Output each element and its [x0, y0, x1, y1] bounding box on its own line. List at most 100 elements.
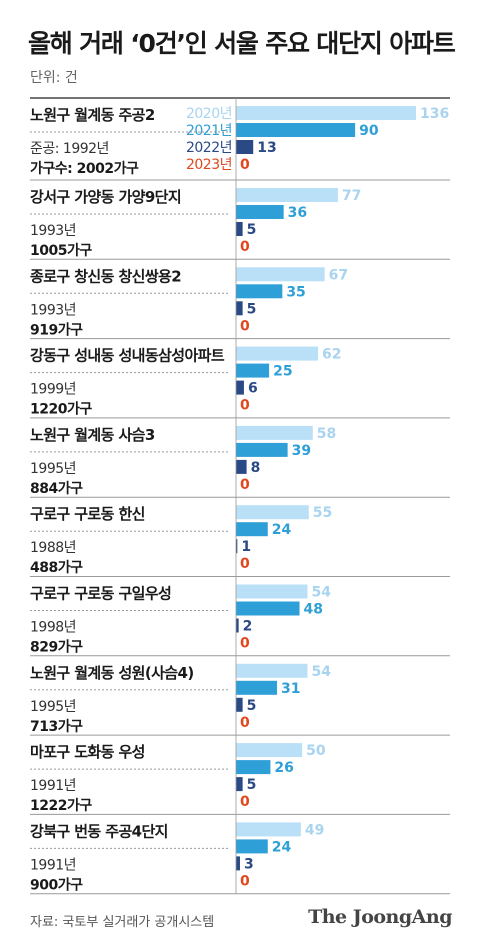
value-label-2022: 3 — [244, 856, 254, 872]
value-label-2021: 31 — [281, 681, 300, 697]
value-label-2023: 0 — [240, 794, 250, 810]
bar-2021 — [236, 123, 356, 137]
bar-2022 — [236, 222, 243, 236]
complex-name: 강북구 번동 주공4단지 — [30, 822, 168, 840]
value-label-2020: 58 — [317, 426, 336, 442]
bar-2022 — [236, 380, 244, 395]
built-year: 1993년 — [30, 302, 76, 318]
households: 1220가구 — [30, 402, 92, 418]
built-year: 1991년 — [30, 857, 76, 873]
unit-label: 단위: 건 — [30, 70, 78, 86]
complex-name: 구로구 구로동 한신 — [30, 505, 145, 523]
built-year: 1995년 — [30, 699, 76, 715]
value-label-2021: 24 — [272, 522, 292, 538]
legend-2023: 2023년 — [186, 157, 232, 173]
households: 884가구 — [30, 481, 83, 497]
households: 919가구 — [30, 322, 83, 338]
value-label-2022: 8 — [251, 460, 261, 476]
households: 1222가구 — [30, 798, 92, 814]
built-year: 1999년 — [30, 382, 76, 398]
value-label-2020: 136 — [420, 106, 449, 122]
source-note: 자료: 국토부 실거래가 공개시스템 — [30, 915, 215, 930]
bar-2021 — [236, 601, 300, 616]
complex-name: 강동구 성내동 성내동삼성아파트 — [30, 347, 225, 365]
value-label-2020: 67 — [329, 267, 348, 283]
bar-2020 — [236, 188, 338, 202]
bar-2020 — [236, 743, 303, 758]
built-year: 준공: 1992년 — [30, 141, 109, 157]
bar-2022 — [236, 777, 243, 792]
bar-2021 — [236, 284, 283, 299]
value-label-2023: 0 — [240, 477, 250, 493]
bar-2021 — [236, 442, 288, 457]
bar-2021 — [236, 205, 284, 219]
households: 488가구 — [30, 560, 83, 576]
brand-logo: The JoongAng — [308, 906, 452, 928]
households: 1005가구 — [30, 243, 92, 259]
value-label-2020: 50 — [306, 743, 326, 759]
bar-2022 — [236, 697, 243, 712]
value-label-2021: 26 — [274, 760, 293, 776]
value-label-2020: 55 — [313, 505, 332, 521]
bar-2020 — [236, 267, 325, 282]
bar-2020 — [236, 505, 309, 520]
complex-name: 구로구 구로동 구일우성 — [30, 585, 171, 603]
built-year: 1991년 — [30, 778, 76, 794]
households: 900가구 — [30, 877, 83, 893]
value-label-2021: 35 — [286, 284, 305, 300]
value-label-2020: 77 — [342, 188, 361, 204]
built-year: 1998년 — [30, 620, 76, 636]
bar-2022 — [236, 618, 239, 633]
value-label-2022: 5 — [247, 698, 257, 714]
value-label-2023: 0 — [240, 157, 250, 173]
value-label-2022: 2 — [243, 619, 253, 635]
value-label-2022: 6 — [248, 381, 258, 397]
bar-2022 — [236, 459, 247, 474]
value-label-2023: 0 — [240, 239, 250, 255]
complex-name: 노원구 월계동 사슴3 — [30, 426, 155, 444]
bar-2020 — [236, 346, 319, 361]
bar-2021 — [236, 680, 278, 695]
bar-2021 — [236, 522, 268, 537]
legend-2021: 2021년 — [186, 123, 232, 139]
bar-2021 — [236, 839, 268, 854]
bar-2020 — [236, 584, 308, 599]
households: 829가구 — [30, 640, 83, 656]
households: 713가구 — [30, 719, 83, 735]
bar-2022 — [236, 856, 240, 871]
value-label-2021: 24 — [272, 839, 292, 855]
bar-2020 — [236, 425, 313, 440]
bar-2021 — [236, 363, 270, 378]
bar-2020 — [236, 663, 308, 678]
built-year: 1995년 — [30, 461, 76, 477]
bar-2022 — [236, 301, 243, 316]
complex-name: 노원구 월계동 주공2 — [30, 106, 155, 124]
complex-name: 종로구 창신동 창신쌍용2 — [30, 267, 181, 285]
complex-name: 강서구 가양동 가양9단지 — [30, 188, 181, 206]
bar-2020 — [236, 106, 416, 120]
chart-title: 올해 거래 ‘0건’인 서울 주요 대단지 아파트 — [28, 29, 456, 58]
value-label-2023: 0 — [240, 715, 250, 731]
value-label-2022: 1 — [241, 539, 251, 555]
value-label-2022: 5 — [247, 301, 257, 317]
complex-name: 마포구 도화동 우성 — [30, 743, 145, 761]
built-year: 1988년 — [30, 540, 76, 556]
value-label-2020: 49 — [305, 822, 324, 838]
value-label-2020: 54 — [311, 664, 331, 680]
built-year: 1993년 — [30, 223, 76, 239]
value-label-2023: 0 — [240, 398, 250, 414]
legend-2020: 2020년 — [186, 106, 232, 122]
bar-2020 — [236, 822, 301, 837]
value-label-2023: 0 — [240, 318, 250, 334]
value-label-2021: 90 — [359, 123, 379, 139]
value-label-2023: 0 — [240, 556, 250, 572]
value-label-2021: 36 — [288, 205, 307, 221]
value-label-2022: 5 — [247, 777, 257, 793]
bar-2021 — [236, 760, 271, 775]
value-label-2021: 39 — [292, 443, 311, 459]
value-label-2020: 54 — [311, 585, 331, 601]
complex-name: 노원구 월계동 성원(사슴4) — [30, 664, 194, 682]
value-label-2023: 0 — [240, 873, 250, 889]
value-label-2021: 48 — [304, 602, 323, 618]
